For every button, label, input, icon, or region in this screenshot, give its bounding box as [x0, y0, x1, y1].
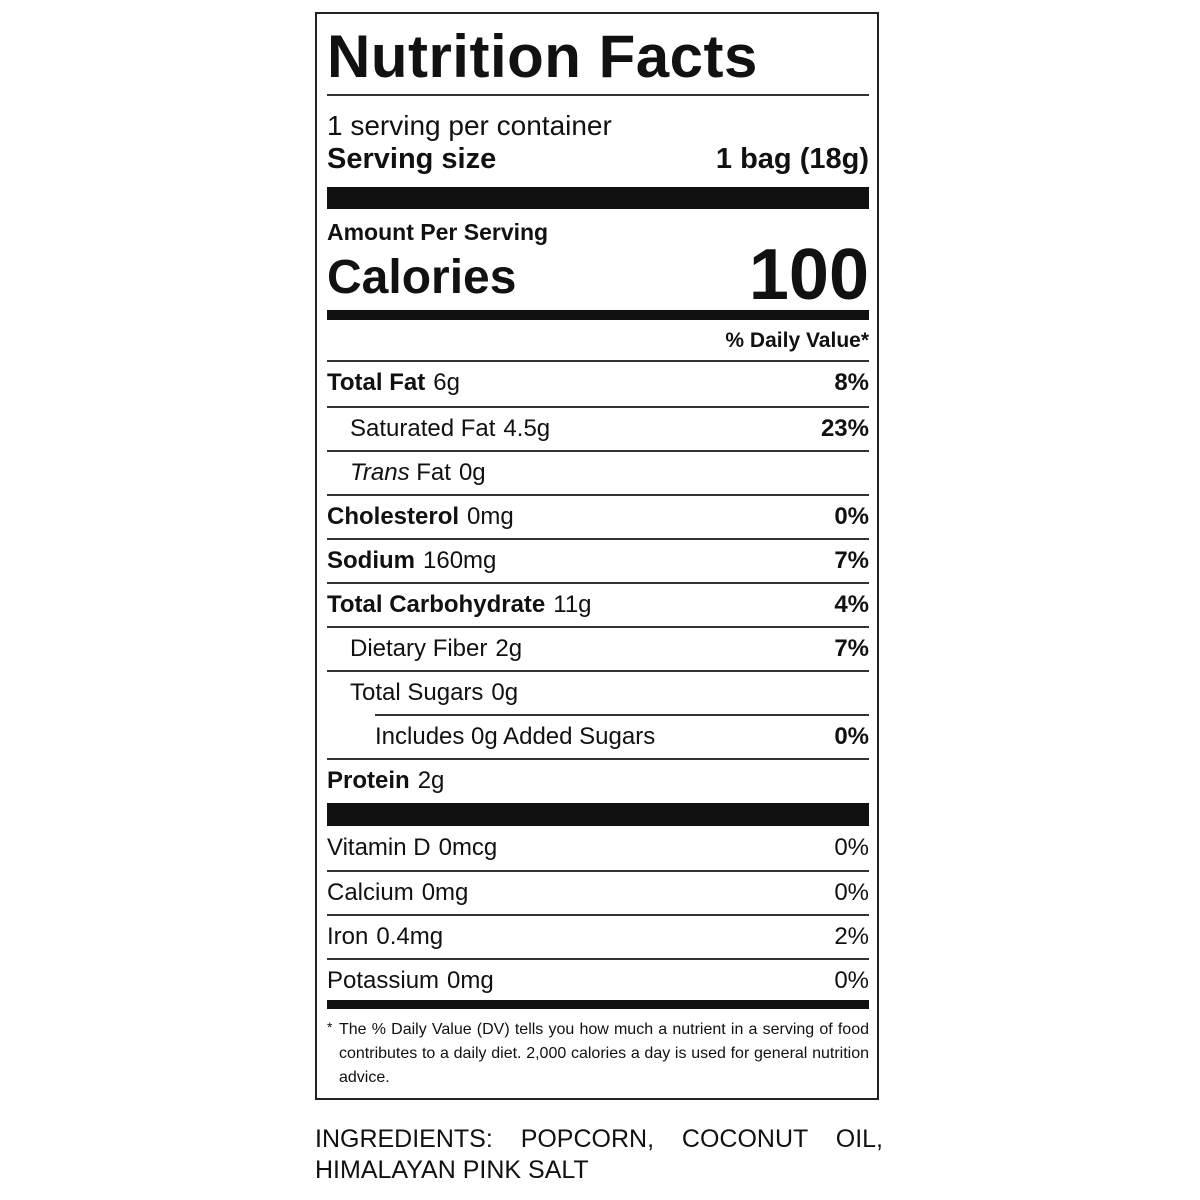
vitamin-name: Iron — [327, 923, 369, 950]
vitamin-row: Iron 0.4mg 2% — [327, 914, 869, 958]
nutrient-amount: 0g — [491, 679, 519, 706]
label-box — [315, 12, 879, 1100]
serving-size-label: Serving size — [327, 143, 497, 175]
nutrient-amount: 160mg — [423, 547, 497, 574]
serving-size-value: 1 bag (18g) — [715, 143, 869, 175]
nutrient-dv: 7% — [834, 635, 869, 662]
nutrient-amount: 0mg — [467, 503, 514, 530]
vitamin-name: Potassium — [327, 967, 440, 994]
thick-rule — [327, 187, 869, 209]
vitamin-amount: 0mg — [421, 879, 469, 906]
nutrient-amount: 2g — [495, 635, 523, 662]
nutrient-name: Dietary Fiber — [350, 635, 488, 662]
nutrient-name-italic: Trans — [350, 459, 410, 486]
servings: 1 serving per container — [327, 110, 612, 141]
nutrient-name: Total Fat — [327, 369, 426, 396]
thick-rule — [327, 803, 869, 826]
vitamin-row: Calcium 0mg 0% — [327, 870, 869, 914]
nutrient-amount: 11g — [553, 591, 592, 618]
nutrient-name: Total Sugars — [350, 679, 484, 706]
nutrient-row: Includes 0g Added Sugars 0% — [375, 714, 869, 758]
vitamin-dv: 2% — [834, 923, 869, 950]
nutrient-name: Fat — [416, 459, 451, 486]
nutrient-row: Total Sugars 0g — [327, 670, 869, 714]
nutrient-dv: 8% — [834, 369, 869, 396]
vitamin-amount: 0mcg — [438, 834, 498, 861]
amount-per-serving: Amount Per Serving — [327, 219, 549, 245]
vitamin-dv: 0% — [834, 834, 869, 861]
footnote: * The % Daily Value (DV) tells you how mu… — [327, 1018, 869, 1090]
nutrient-name: Cholesterol — [327, 503, 460, 530]
nutrient-dv: 4% — [834, 591, 869, 618]
vitamin-amount: 0.4mg — [376, 923, 444, 950]
vitamin-dv: 0% — [834, 879, 869, 906]
nutrient-name: Includes 0g Added Sugars — [375, 723, 656, 750]
nutrient-name: Total Carbohydrate — [327, 591, 546, 618]
nutrient-name: Protein — [327, 767, 410, 794]
nutrient-row: Saturated Fat 4.5g 23% — [327, 406, 869, 450]
ingredients: INGREDIENTS: POPCORN, COCONUT OIL, HIMAL… — [315, 1125, 883, 1184]
thick-rule — [327, 310, 869, 320]
nutrient-row: Sodium 160mg 7% — [327, 538, 869, 582]
footnote-text: The % Daily Value (DV) tells you how muc… — [339, 1021, 869, 1086]
footnote-mark: * — [327, 1019, 333, 1035]
thick-rule — [327, 1000, 869, 1009]
nutrient-amount: 2g — [417, 767, 445, 794]
nutrient-name: Saturated Fat — [350, 415, 496, 442]
vitamin-row: Potassium 0mg 0% — [327, 958, 869, 1002]
vitamin-name: Calcium — [327, 879, 414, 906]
nutrient-amount: 0g — [458, 459, 486, 486]
nutrient-dv: 0% — [834, 503, 869, 530]
nutrient-row: Dietary Fiber 2g 7% — [327, 626, 869, 670]
nutrient-row: Total Carbohydrate 11g 4% — [327, 582, 869, 626]
nutrient-row: Trans Fat 0g — [327, 450, 869, 494]
nutrient-name: Sodium — [327, 547, 415, 574]
nutrient-dv: 23% — [820, 415, 869, 442]
calories-label: Calories — [327, 251, 517, 304]
nutrient-amount: 6g — [433, 369, 460, 396]
nutrient-row: Protein 2g — [327, 758, 869, 802]
calories-value: 100 — [748, 235, 869, 315]
dv-header: % Daily Value* — [725, 329, 869, 352]
nutrient-row: Total Fat 6g 8% — [327, 360, 869, 404]
vitamin-dv: 0% — [834, 967, 869, 994]
vitamin-row: Vitamin D 0mcg 0% — [327, 826, 869, 870]
nutrient-dv: 7% — [834, 547, 869, 574]
nutrient-amount: 4.5g — [503, 415, 551, 442]
vitamin-name: Vitamin D — [327, 834, 431, 861]
nutrient-row: Cholesterol 0mg 0% — [327, 494, 869, 538]
rule — [327, 94, 869, 96]
title: Nutrition Facts — [327, 23, 758, 90]
vitamin-amount: 0mg — [447, 967, 494, 994]
nutrient-dv: 0% — [834, 723, 869, 750]
